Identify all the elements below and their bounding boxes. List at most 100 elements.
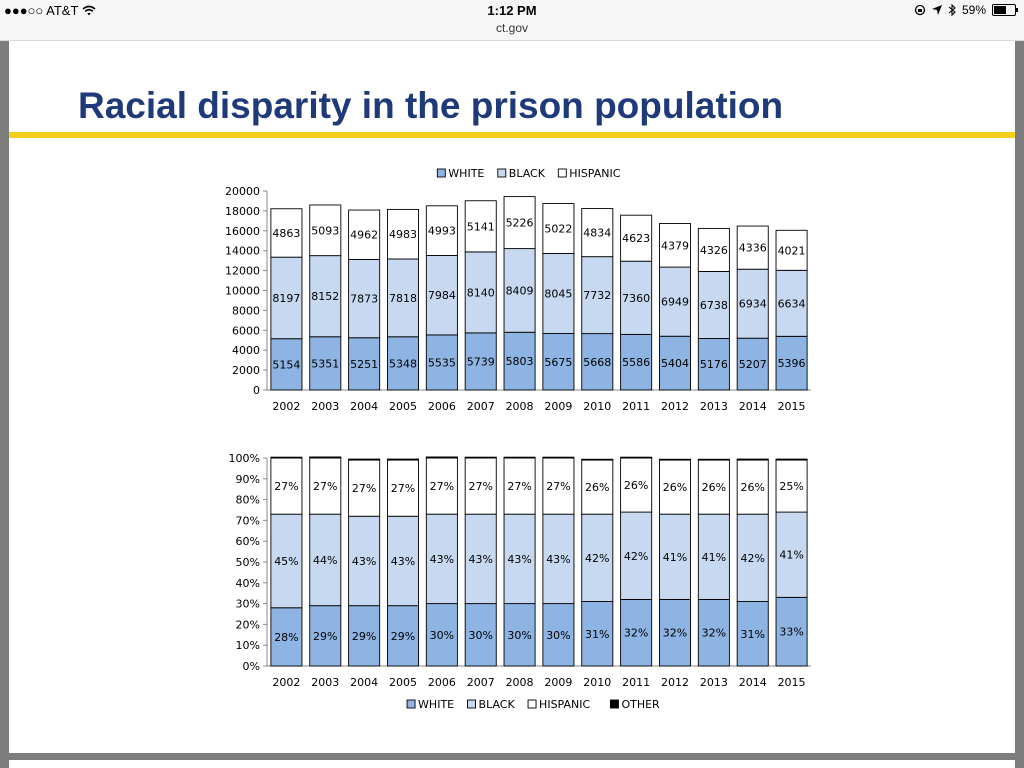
data-label-hispanic: 27% — [546, 480, 570, 493]
data-label-black: 43% — [430, 553, 454, 566]
data-label-black: 45% — [274, 555, 298, 568]
y-tick-label: 20% — [236, 618, 260, 631]
bar-segment-black — [620, 511, 653, 600]
bar-segment-white — [503, 331, 536, 391]
y-tick-label: 16000 — [225, 225, 260, 238]
data-label-black: 7732 — [583, 289, 611, 302]
bar-segment-black — [387, 258, 419, 338]
legend-swatch-black — [497, 168, 507, 178]
y-tick-label: 8000 — [232, 304, 260, 317]
data-label-black: 43% — [507, 553, 531, 566]
bar-segment-black — [309, 513, 342, 607]
y-tick-label: 60% — [236, 535, 260, 548]
data-label-hispanic: 4336 — [739, 242, 767, 255]
y-tick-label: 18000 — [225, 205, 260, 218]
data-label-white: 5668 — [583, 356, 611, 369]
bar-segment-white — [309, 336, 342, 391]
data-label-black: 8197 — [272, 292, 300, 305]
bar-segment-other — [775, 458, 808, 461]
data-label-hispanic: 4623 — [622, 232, 650, 245]
data-label-black: 42% — [585, 552, 609, 565]
bar-segment-white — [736, 337, 769, 391]
data-label-hispanic: 4021 — [778, 244, 806, 257]
y-tick-label: 90% — [236, 473, 260, 486]
location-arrow-icon — [931, 5, 942, 15]
bar-segment-black — [736, 268, 769, 339]
battery-level — [994, 6, 1006, 14]
data-label-white: 5176 — [700, 358, 728, 371]
bar-segment-white — [697, 338, 730, 391]
data-label-white: 5404 — [661, 357, 689, 370]
x-tick-label: 2014 — [739, 400, 767, 413]
bar-segment-black — [464, 513, 497, 605]
x-tick-label: 2010 — [583, 400, 611, 413]
data-label-white: 5348 — [389, 357, 417, 370]
battery-icon — [992, 4, 1018, 16]
bar-segment-white — [309, 605, 342, 667]
x-tick-label: 2007 — [467, 400, 495, 413]
x-tick-label: 2005 — [389, 676, 417, 689]
x-tick-label: 2003 — [311, 400, 339, 413]
bar-segment-hispanic — [581, 208, 614, 258]
data-label-black: 42% — [624, 550, 648, 563]
status-icons: 59% — [914, 3, 1018, 17]
y-tick-label: 12000 — [225, 265, 260, 278]
y-tick-label: 10% — [236, 639, 260, 652]
legend-label-black: BLACK — [479, 698, 516, 711]
bar-segment-black — [348, 258, 381, 339]
data-label-hispanic: 26% — [624, 479, 648, 492]
legend-label-white: WHITE — [418, 698, 454, 711]
data-label-hispanic: 27% — [507, 480, 531, 493]
bar-segment-black — [425, 513, 458, 605]
bar-segment-other — [659, 458, 691, 461]
bar-segment-hispanic — [348, 209, 381, 260]
status-bar: ●●●○○ AT&T 1:12 PM ct.gov 59% — [0, 0, 1024, 41]
data-label-white: 5396 — [778, 357, 806, 370]
bar-segment-black — [348, 515, 381, 607]
bar-segment-white — [581, 333, 614, 391]
data-label-black: 7818 — [389, 292, 417, 305]
data-label-black: 43% — [468, 553, 492, 566]
data-label-hispanic: 27% — [352, 482, 376, 495]
data-label-hispanic: 4962 — [350, 229, 378, 242]
data-label-white: 32% — [624, 627, 648, 640]
data-label-hispanic: 27% — [430, 480, 454, 493]
data-label-white: 5675 — [544, 356, 572, 369]
x-tick-label: 2009 — [544, 676, 572, 689]
bar-segment-hispanic — [464, 457, 497, 515]
data-label-white: 32% — [663, 627, 687, 640]
x-tick-label: 2015 — [778, 400, 806, 413]
bar-segment-white — [659, 598, 691, 667]
bar-segment-white — [387, 336, 419, 391]
bar-segment-hispanic — [309, 457, 342, 515]
data-label-white: 31% — [585, 628, 609, 641]
clock: 1:12 PM — [487, 3, 537, 18]
y-tick-label: 0% — [243, 660, 260, 673]
bar-segment-hispanic — [387, 459, 419, 517]
y-tick-label: 100% — [229, 452, 260, 465]
legend-label-hispanic: HISPANIC — [569, 167, 620, 180]
url-label[interactable]: ct.gov — [495, 21, 528, 35]
data-label-hispanic: 5226 — [506, 217, 534, 230]
stacked-count-chart: 0 2000 4000 6000 8000 10000 12000 14000 16000 180… — [225, 167, 811, 413]
data-label-white: 5251 — [350, 358, 378, 371]
legend-swatch-other — [610, 699, 619, 709]
bar-segment-hispanic — [425, 457, 458, 515]
legend-swatch-white — [436, 168, 446, 178]
bar-segment-black — [775, 269, 808, 337]
bar-segment-white — [348, 605, 381, 667]
bar-segment-hispanic — [309, 204, 342, 257]
bar-segment-black — [736, 513, 769, 602]
data-label-white: 33% — [779, 626, 803, 639]
bar-segment-black — [775, 511, 808, 598]
stacked-percent-chart: 0% 10% 20% 30% 40% 50% 60% 70% 80% 90% 100% 28% 45% 2… — [229, 452, 811, 711]
data-label-black: 8045 — [544, 288, 572, 301]
carrier-label: ●●●○○ AT&T — [4, 3, 79, 18]
data-label-black: 8409 — [506, 284, 534, 297]
data-label-white: 30% — [468, 629, 492, 642]
y-tick-label: 20000 — [225, 185, 260, 198]
bar-segment-other — [697, 458, 730, 461]
data-label-white: 5535 — [428, 356, 456, 369]
data-label-hispanic: 26% — [740, 481, 764, 494]
bar-segment-white — [620, 598, 653, 667]
